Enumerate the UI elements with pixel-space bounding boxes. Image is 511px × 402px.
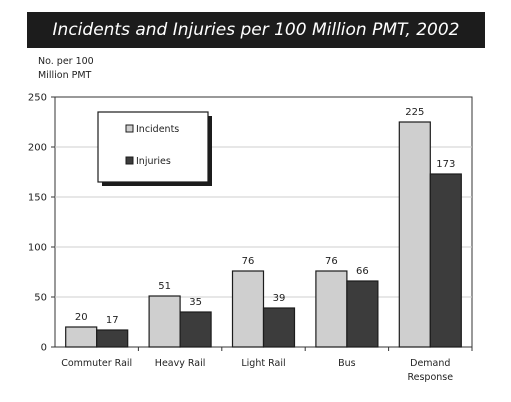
- legend-label-injuries: Injuries: [136, 156, 171, 167]
- legend-swatch-incidents: [125, 124, 134, 133]
- data-label-injuries-2: 35: [189, 297, 202, 308]
- bar-injuries-3: [262, 307, 296, 348]
- x-category-label: Response: [407, 372, 453, 383]
- bar-incidents-5: [398, 121, 431, 348]
- y-tick-label: 250: [28, 93, 47, 104]
- bar-injuries-1: [96, 329, 129, 348]
- x-category-label: Bus: [338, 358, 356, 369]
- y-tick-label: 50: [34, 293, 47, 304]
- bar-incidents-3: [231, 270, 265, 348]
- bar-incidents-1: [65, 326, 98, 348]
- y-axis-label: No. per 100 Million PMT: [38, 55, 128, 83]
- legend-swatch-injuries: [125, 156, 134, 165]
- data-label-incidents-3: 76: [242, 256, 255, 267]
- x-category-label: Commuter Rail: [61, 358, 132, 369]
- x-category-label: Heavy Rail: [155, 358, 206, 369]
- data-label-incidents-4: 76: [325, 256, 338, 267]
- bar-injuries-2: [179, 311, 212, 348]
- data-label-incidents-5: 225: [405, 107, 424, 118]
- legend-box: [97, 111, 209, 183]
- y-tick-label: 200: [28, 143, 47, 154]
- bar-incidents-4: [315, 270, 348, 348]
- data-label-incidents-2: 51: [158, 281, 171, 292]
- y-tick-label: 100: [28, 243, 47, 254]
- bar-incidents-2: [148, 295, 181, 348]
- data-label-injuries-5: 173: [436, 159, 455, 170]
- bar-injuries-5: [429, 173, 462, 348]
- bar-injuries-4: [346, 280, 379, 348]
- data-label-incidents-1: 20: [75, 312, 88, 323]
- data-label-injuries-4: 66: [356, 266, 369, 277]
- y-tick-label: 0: [41, 343, 47, 354]
- data-label-injuries-1: 17: [106, 315, 119, 326]
- x-category-label: Demand: [410, 358, 450, 369]
- legend-label-incidents: Incidents: [136, 124, 179, 135]
- y-axis-label-line-1: No. per 100: [38, 56, 94, 67]
- x-category-label: Light Rail: [241, 358, 285, 369]
- chart-title: Incidents and Injuries per 100 Million P…: [27, 12, 485, 48]
- data-label-injuries-3: 39: [273, 293, 286, 304]
- y-axis-label-line-2: Million PMT: [38, 70, 92, 81]
- y-tick-label: 150: [28, 193, 47, 204]
